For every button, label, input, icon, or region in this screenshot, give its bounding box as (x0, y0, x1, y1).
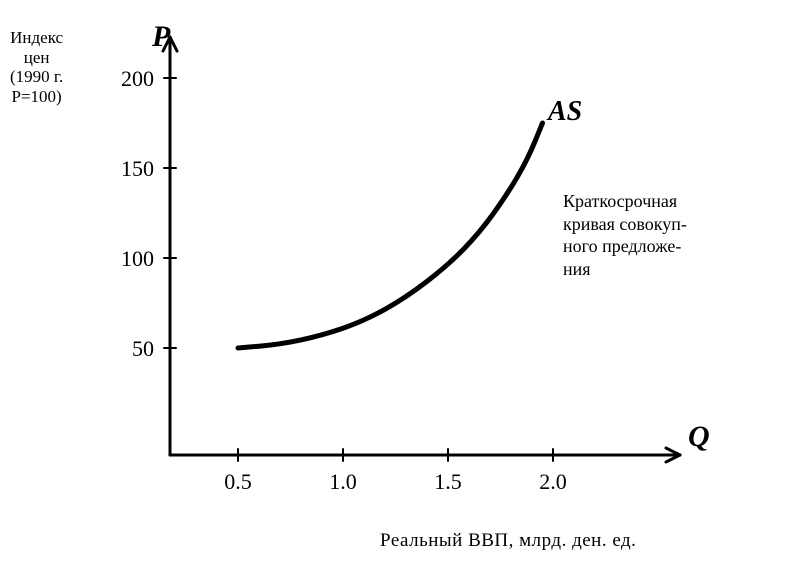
x-tick-label: 1.0 (318, 469, 368, 495)
y-axis-title-line: цен (10, 48, 63, 68)
x-axis-title: Реальный ВВП, млрд. ден. ед. (380, 530, 636, 552)
x-tick-label: 0.5 (213, 469, 263, 495)
y-axis-title-line: (1990 г. (10, 67, 63, 87)
annotation-line: ного предложе- (563, 235, 687, 258)
y-tick-label: 100 (110, 246, 154, 272)
x-tick-label: 1.5 (423, 469, 473, 495)
y-axis-title-line: Р=100) (10, 87, 63, 107)
as-curve-chart: Индекс цен (1990 г. Р=100) P Q AS Кратко… (0, 0, 800, 569)
y-tick-label: 150 (110, 156, 154, 182)
curve-annotation: Краткосрочная кривая совокуп- ного предл… (563, 190, 687, 280)
x-axis-symbol: Q (688, 420, 710, 454)
y-axis-title-line: Индекс (10, 28, 63, 48)
annotation-line: ния (563, 258, 687, 281)
y-axis-title: Индекс цен (1990 г. Р=100) (10, 28, 63, 106)
annotation-line: Краткосрочная (563, 190, 687, 213)
y-tick-label: 50 (110, 336, 154, 362)
y-axis-symbol: P (152, 20, 170, 54)
curve-label: AS (548, 96, 582, 128)
annotation-line: кривая совокуп- (563, 213, 687, 236)
x-tick-label: 2.0 (528, 469, 578, 495)
y-tick-label: 200 (110, 66, 154, 92)
